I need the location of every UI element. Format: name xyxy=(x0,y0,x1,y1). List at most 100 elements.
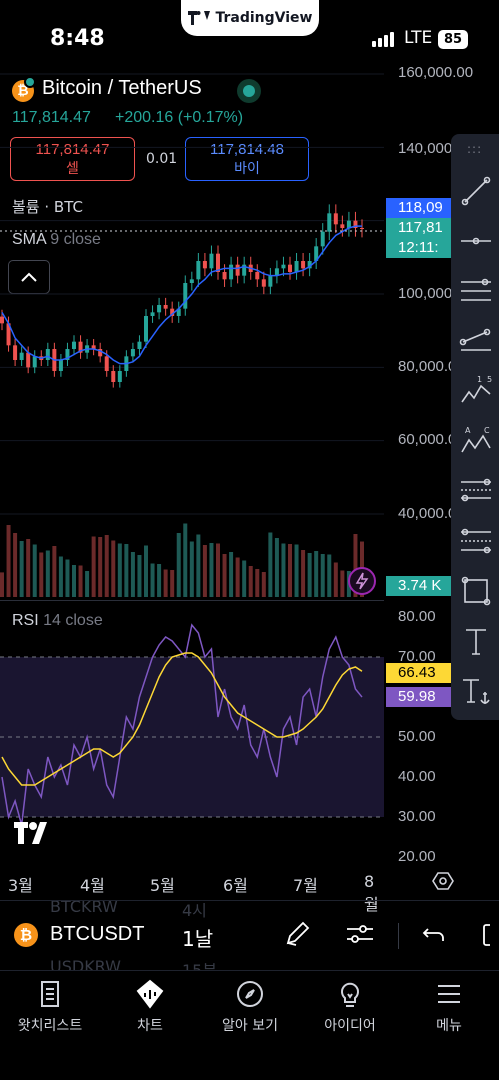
candle-body xyxy=(58,360,63,371)
rsi-chart[interactable] xyxy=(0,600,384,870)
ghost-interval: 4시 xyxy=(182,901,207,920)
candle-body xyxy=(340,224,345,228)
candle-body xyxy=(209,253,214,269)
volume-bar xyxy=(288,544,292,597)
fullscreen-button[interactable] xyxy=(480,921,499,953)
candle-body xyxy=(130,349,135,357)
bottom-nav: 왓치리스트 차트 알아 보기 아이디어 메뉴 xyxy=(0,970,499,1080)
candle-body xyxy=(144,316,148,342)
svg-text:1: 1 xyxy=(477,375,482,384)
candle-body xyxy=(45,349,50,360)
fib-extension-tool[interactable] xyxy=(459,524,493,558)
last-price: 117,814.47 xyxy=(12,109,91,126)
text-tool[interactable] xyxy=(459,624,493,658)
volume-bar xyxy=(137,555,142,597)
volume-bar xyxy=(274,538,279,597)
status-time: 8:48 xyxy=(50,26,105,51)
nav-ideas[interactable]: 아이디어 xyxy=(300,979,400,1035)
candle-body xyxy=(176,308,181,316)
countdown-tag: 12:11: xyxy=(386,238,456,258)
regression-icon xyxy=(459,328,491,351)
volume-bar xyxy=(189,541,194,597)
nav-chart[interactable]: 차트 xyxy=(100,979,200,1035)
candle-body xyxy=(346,220,351,228)
sell-button[interactable]: 117,814.47 셀 xyxy=(10,137,135,181)
time-tick: 3월 xyxy=(8,876,33,895)
volume-bar xyxy=(242,560,247,597)
lightning-button[interactable] xyxy=(348,567,376,595)
symbol-toolbar: BTCKRW 4시 USDKRW 15분 ₿ BTCUSDT 1날 xyxy=(0,900,499,970)
volume-bar xyxy=(91,536,96,597)
fib-retracement-icon xyxy=(461,478,491,502)
time-axis[interactable]: 3월 4월 5월 6월 7월 8월 xyxy=(0,866,384,914)
candle-body xyxy=(360,228,364,229)
indicators-button[interactable] xyxy=(345,919,375,953)
candle-body xyxy=(72,341,76,349)
volume-bar xyxy=(294,544,299,597)
app-pill-label: TradingView xyxy=(215,10,313,26)
volume-bar xyxy=(144,545,148,597)
nav-watchlist[interactable]: 왓치리스트 xyxy=(0,979,100,1035)
text-icon xyxy=(466,629,486,655)
lightbulb-icon xyxy=(341,982,359,1007)
buy-button[interactable]: 117,814.48 바이 xyxy=(185,137,309,181)
volume-bar xyxy=(235,557,240,597)
volume-bar xyxy=(72,565,76,597)
drag-handle-icon[interactable]: ::: xyxy=(467,142,483,156)
collapse-legend-button[interactable] xyxy=(8,260,50,294)
volume-bar xyxy=(196,534,201,597)
symbol-name[interactable]: Bitcoin / TetherUS xyxy=(42,77,202,99)
price-chart[interactable] xyxy=(0,60,384,600)
status-bar: 8:48 TradingView LTE 85 xyxy=(0,0,499,80)
volume-label[interactable]: 볼륨 · BTC xyxy=(12,198,83,216)
volume-bar xyxy=(353,534,358,597)
candle-body xyxy=(229,264,234,280)
ticker-button[interactable]: BTCUSDT xyxy=(50,923,145,945)
rsi-tag: 59.98 xyxy=(386,687,456,707)
volume-bar xyxy=(19,541,24,597)
market-open-icon xyxy=(237,79,261,103)
rsi-tick: 30.00 xyxy=(398,808,436,825)
signal-icon xyxy=(372,32,394,47)
nav-label: 차트 xyxy=(137,1018,163,1034)
interval-button[interactable]: 1날 xyxy=(182,927,214,951)
horizontal-line-tool[interactable] xyxy=(459,224,493,258)
tradingview-watermark-icon xyxy=(14,822,58,848)
rectangle-tool[interactable] xyxy=(459,574,493,608)
pane-divider[interactable] xyxy=(0,600,384,601)
regression-tool[interactable] xyxy=(459,324,493,358)
anchored-text-tool[interactable] xyxy=(459,674,493,708)
horizontal-line-icon xyxy=(461,237,491,245)
nav-menu[interactable]: 메뉴 xyxy=(399,979,499,1035)
price-axis[interactable]: 160,000.00 140,000.00 100,000.00 80,000.… xyxy=(384,60,499,880)
trend-line-tool[interactable] xyxy=(459,174,493,208)
volume-bar xyxy=(130,552,135,597)
rsi-legend[interactable]: RSI 14 close xyxy=(12,612,103,630)
nav-explore[interactable]: 알아 보기 xyxy=(200,979,300,1035)
volume-bar xyxy=(222,554,227,597)
parallel-channel-tool[interactable] xyxy=(459,274,493,308)
fib-retracement-tool[interactable] xyxy=(459,474,493,508)
candle-body xyxy=(255,272,260,280)
menu-icon xyxy=(438,985,460,1003)
drawing-button[interactable] xyxy=(282,919,312,953)
candle-body xyxy=(353,220,358,228)
volume-bar xyxy=(314,551,319,597)
parallel-channel-icon xyxy=(461,278,491,301)
candle-body xyxy=(6,323,11,346)
candle-body xyxy=(242,264,247,276)
sma-legend[interactable]: SMA 9 close xyxy=(12,231,101,249)
candle-body xyxy=(281,264,286,269)
undo-button[interactable] xyxy=(420,921,448,953)
candle-body xyxy=(235,264,240,276)
sell-price: 117,814.47 xyxy=(35,141,110,158)
tradingview-pill[interactable]: TradingView xyxy=(181,0,319,36)
candle-body xyxy=(183,283,188,309)
volume-bar xyxy=(111,540,116,597)
sliders-icon xyxy=(347,925,373,943)
chart-settings-button[interactable] xyxy=(432,870,454,896)
rsi-tick: 40.00 xyxy=(398,768,436,785)
